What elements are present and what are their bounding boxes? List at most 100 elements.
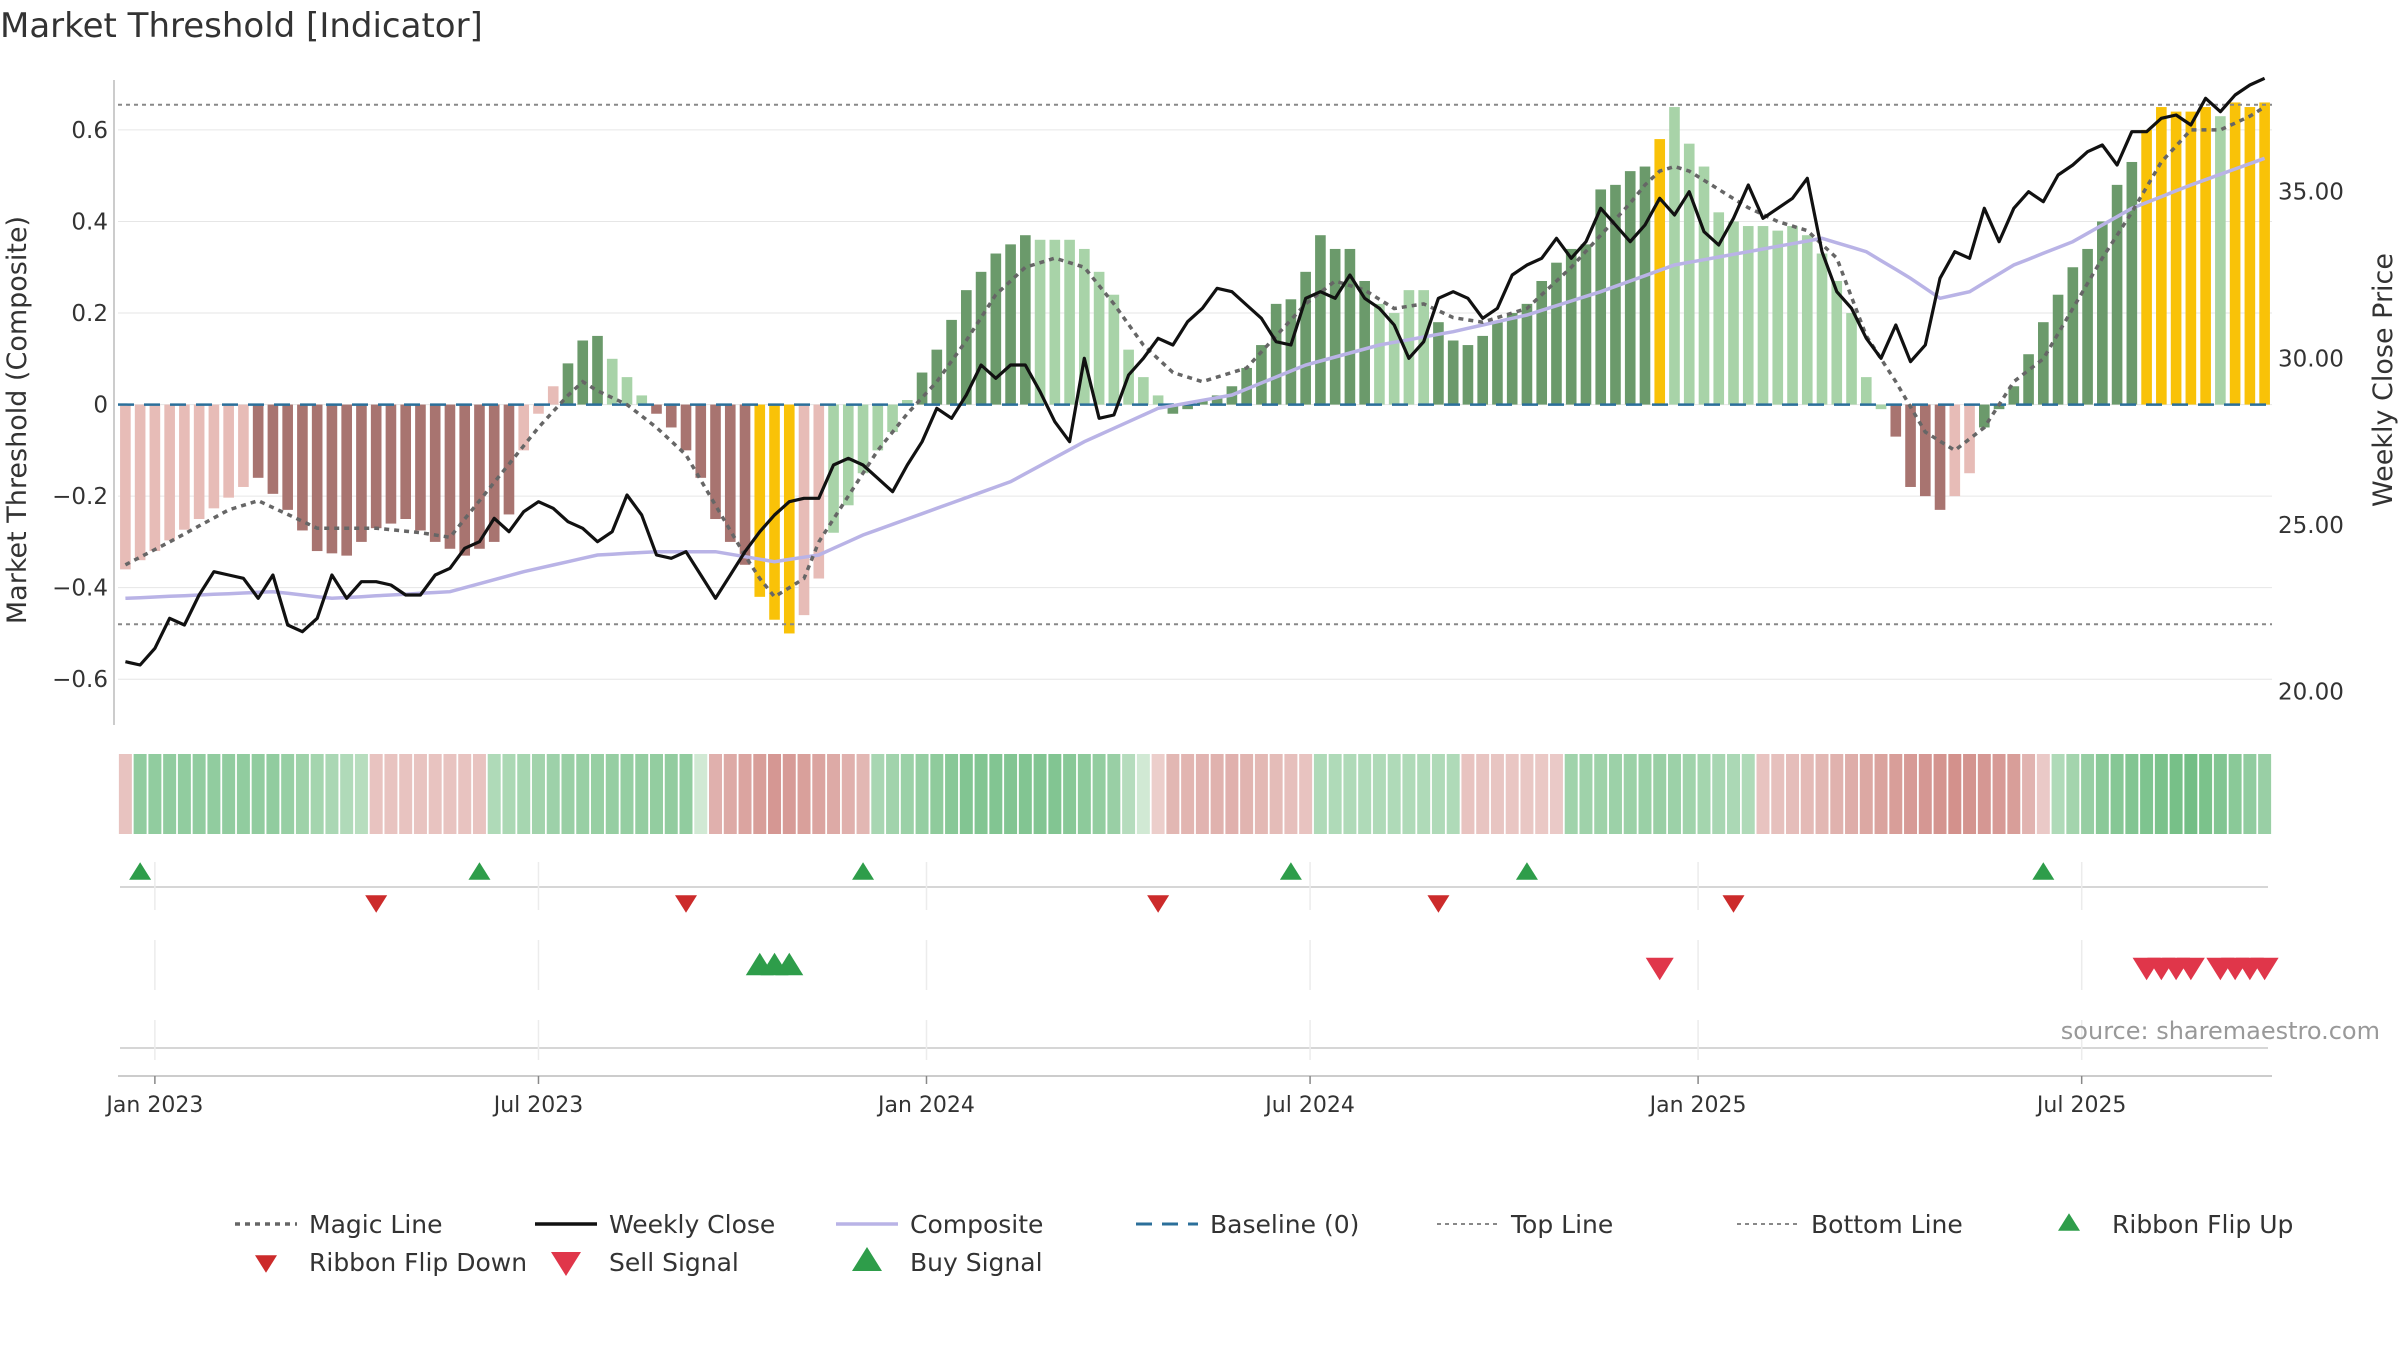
- y-tick-label: 0: [93, 393, 108, 419]
- ribbon-cell: [2081, 754, 2095, 834]
- composite-bar: [488, 404, 500, 542]
- ribbon-flip-down-marker: [1427, 895, 1450, 913]
- composite-bar: [503, 404, 515, 515]
- ribbon-cell: [561, 754, 575, 834]
- composite-bar: [1359, 280, 1370, 405]
- ribbon-cell: [148, 754, 162, 834]
- ribbon-cell: [2213, 754, 2227, 834]
- ribbon-cell: [1830, 754, 1844, 834]
- ribbon-cell: [2110, 754, 2124, 834]
- composite-bar: [2038, 322, 2049, 405]
- composite-bar: [429, 404, 441, 542]
- ribbon-cell: [1431, 754, 1445, 834]
- composite-bar: [134, 404, 146, 561]
- composite-bar: [931, 349, 943, 405]
- composite-bar: [961, 290, 972, 405]
- ribbon-cell: [974, 754, 988, 834]
- ribbon-cell: [1092, 754, 1106, 834]
- composite-bar: [1521, 303, 1533, 405]
- composite-bar: [2215, 116, 2226, 405]
- composite-bar: [459, 404, 471, 556]
- ribbon-cell: [1992, 754, 2006, 834]
- ribbon-cell: [1815, 754, 1829, 834]
- composite-bar: [1506, 313, 1518, 405]
- ribbon-cell: [856, 754, 870, 834]
- ribbon-cell: [413, 754, 427, 834]
- composite-bar: [1978, 404, 1990, 428]
- composite-bar: [252, 404, 264, 478]
- composite-bar: [2082, 248, 2093, 405]
- ribbon-cell: [2154, 754, 2168, 834]
- composite-bar: [1344, 248, 1356, 405]
- ribbon-cell: [458, 754, 472, 834]
- composite-bar: [1860, 377, 1872, 405]
- buy-signal-marker: [775, 952, 804, 976]
- composite-bar: [2259, 102, 2270, 405]
- legend-label: Ribbon Flip Down: [309, 1248, 527, 1277]
- composite-bar: [2141, 129, 2152, 405]
- composite-bar: [1713, 212, 1725, 405]
- ribbon-flip-up-marker: [468, 862, 491, 880]
- ribbon-cell: [1446, 754, 1460, 834]
- ribbon-cell: [605, 754, 619, 834]
- composite-bar: [179, 404, 190, 530]
- composite-bar: [297, 404, 308, 531]
- ribbon-cell: [502, 754, 516, 834]
- legend-label: Buy Signal: [910, 1248, 1043, 1277]
- ribbon-cell: [487, 754, 501, 834]
- composite-bar: [1801, 235, 1813, 405]
- ribbon-cell: [1269, 754, 1283, 834]
- ribbon-cell: [782, 754, 796, 834]
- ribbon-cell: [2243, 754, 2257, 834]
- composite-bar: [1757, 226, 1769, 405]
- composite-bar: [444, 404, 456, 549]
- legend-swatch: [551, 1252, 581, 1276]
- composite-bar: [193, 404, 205, 520]
- composite-bar: [1093, 271, 1105, 405]
- composite-bar: [1049, 239, 1061, 405]
- legend-label: Ribbon Flip Up: [2112, 1210, 2293, 1239]
- ribbon-cell: [1682, 754, 1696, 834]
- y-tick-label: 0.4: [71, 209, 108, 235]
- composite-bar: [1182, 404, 1193, 410]
- ribbon-cell: [1520, 754, 1534, 834]
- composite-bar: [813, 404, 825, 579]
- ribbon-cell: [1048, 754, 1062, 834]
- ribbon-cell: [1756, 754, 1770, 834]
- x-tick-label: Jul 2025: [2035, 1093, 2127, 1118]
- composite-bar: [1108, 294, 1120, 405]
- y-tick-label: 0.6: [71, 118, 108, 144]
- ribbon-flip-down-marker: [1722, 895, 1745, 913]
- composite-bar: [223, 404, 234, 498]
- composite-bar: [1462, 345, 1474, 405]
- ribbon-cell: [1712, 754, 1726, 834]
- composite-bar: [872, 404, 884, 451]
- composite-bar: [1433, 322, 1444, 405]
- ribbon-cell: [2184, 754, 2198, 834]
- composite-bar: [2156, 107, 2167, 405]
- ribbon-cell: [650, 754, 663, 834]
- composite-bar: [1447, 340, 1459, 405]
- sell-signal-marker: [2176, 957, 2205, 981]
- x-tick-label: Jan 2023: [104, 1093, 203, 1118]
- composite-bar: [1669, 107, 1680, 405]
- y2-axis-label: Weekly Close Price: [2368, 253, 2399, 507]
- composite-bar: [1846, 313, 1857, 405]
- ribbon-cell: [827, 754, 841, 834]
- ribbon-cell: [679, 754, 693, 834]
- composite-bar: [326, 404, 338, 554]
- y-tick-label: 0.2: [71, 301, 108, 327]
- ribbon-cell: [768, 754, 782, 834]
- composite-bar: [547, 386, 559, 405]
- ribbon-cell: [251, 754, 265, 834]
- ribbon-cell: [1107, 754, 1121, 834]
- composite-bar: [577, 340, 589, 405]
- composite-bar: [282, 404, 293, 510]
- composite-bar: [415, 404, 426, 531]
- x-tick-label: Jul 2024: [1263, 1093, 1355, 1118]
- legend-label: Magic Line: [309, 1210, 443, 1239]
- y-axis-label: Market Threshold (Composite): [2, 216, 33, 624]
- composite-bar: [400, 404, 412, 520]
- weekly-close-line: [125, 76, 2266, 667]
